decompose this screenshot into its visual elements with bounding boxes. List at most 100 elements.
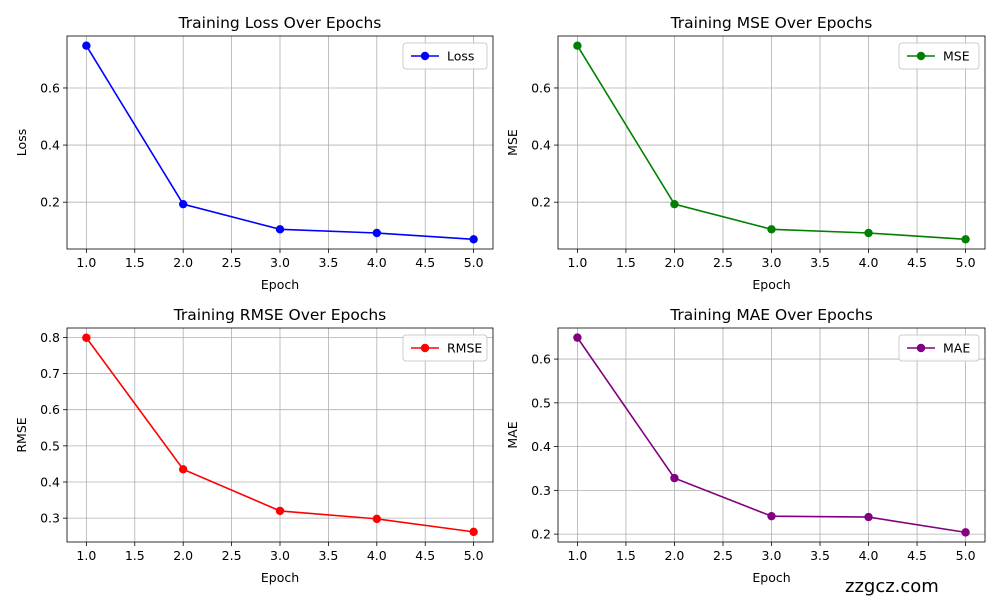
legend-marker [420,51,430,61]
x-tick-label: 3.0 [270,255,290,270]
subplot-rmse: 1.0 1.5 2.0 2.5 3.0 3.5 4.0 4.5 5.0 0.3 0.4 0.5 0.6 0… [14,306,494,585]
data-point [275,506,285,516]
y-axis-label: RMSE [14,417,29,452]
data-point [573,41,582,50]
data-point [82,41,91,50]
x-tick-label: 1.5 [616,548,636,563]
x-tick-label: 1.0 [567,255,587,270]
data-point [372,514,382,524]
x-tick-label: 3.0 [762,255,782,270]
data-point [178,465,188,474]
axes-frame [66,35,494,250]
y-tick-label: 0.4 [40,474,60,489]
x-tick-label: 1.0 [76,548,96,563]
x-tick-label: 3.5 [810,255,830,270]
x-tick-label: 4.5 [907,255,927,270]
x-tick-label: 1.5 [125,548,145,563]
x-tick-label: 4.5 [415,548,435,563]
x-axis-label: Epoch [752,570,790,585]
chart-title: Training RMSE Over Epochs [173,306,387,324]
x-tick-label: 1.0 [76,255,96,270]
x-tick-label: 2.5 [222,548,242,563]
x-tick-label: 3.5 [318,255,338,270]
axes-frame [66,327,494,543]
data-point [767,225,776,234]
x-tick-label: 2.5 [713,548,733,563]
x-tick-label: 4.0 [859,548,879,563]
watermark-text: zzgcz.com [843,576,941,597]
data-point [82,333,91,342]
legend: RMSE [402,334,488,362]
x-tick-label: 3.5 [810,548,830,563]
x-tick-label: 5.0 [464,548,484,563]
chart-title: Training MSE Over Epochs [670,14,873,32]
y-tick-label: 0.4 [531,138,551,153]
data-point [864,512,873,522]
legend-marker [916,343,926,353]
legend-box [402,42,488,70]
axes-frame [557,327,986,543]
x-tick-label: 3.0 [762,548,782,563]
data-point [469,235,478,244]
data-point [469,527,478,537]
y-tick-label: 0.6 [40,80,60,95]
y-axis-label: MAE [505,421,520,448]
x-tick-label: 2.0 [665,255,685,270]
x-axis-label: Epoch [261,277,299,292]
x-axis-label: Epoch [752,277,790,292]
x-tick-label: 1.0 [567,548,587,563]
y-tick-label: 0.4 [40,138,60,153]
legend-box [898,42,980,70]
legend: MSE [898,42,980,70]
data-point [670,199,679,209]
legend-marker [420,343,430,353]
subplot-mse: 1.0 1.5 2.0 2.5 3.0 3.5 4.0 4.5 5.0 0.2 0.4 0.6 Trai… [505,14,986,292]
legend-box [402,334,488,362]
subplot-mae: 1.0 1.5 2.0 2.5 3.0 3.5 4.0 4.5 5.0 0.2 0.3 0.4 0.5 0… [505,306,986,585]
chart-title: Training Loss Over Epochs [178,14,382,32]
y-tick-label: 0.8 [40,330,60,345]
y-tick-label: 0.2 [531,195,551,210]
data-point [961,528,970,537]
legend-marker [916,51,926,61]
x-tick-label: 3.5 [318,548,338,563]
x-tick-label: 2.0 [173,255,193,270]
data-point [573,333,582,342]
legend: MAE [898,334,980,362]
x-tick-label: 2.0 [173,548,193,563]
y-tick-label: 0.5 [531,395,551,410]
x-tick-label: 4.0 [859,255,879,270]
x-tick-label: 5.0 [956,255,976,270]
y-tick-label: 0.6 [531,80,551,95]
legend-box [898,334,980,362]
y-tick-label: 0.5 [40,438,60,453]
x-tick-label: 1.5 [125,255,145,270]
y-axis-label: Loss [14,129,29,156]
x-tick-label: 4.5 [415,255,435,270]
subplot-loss: 1.0 1.5 2.0 2.5 3.0 3.5 4.0 4.5 5.0 0.2 0.4 0.6 Trai… [14,14,494,292]
axes-frame [557,35,986,250]
x-tick-label: 5.0 [464,255,484,270]
y-tick-label: 0.2 [531,527,551,542]
x-tick-label: 1.5 [616,255,636,270]
legend: Loss [402,42,488,70]
data-point [961,235,970,244]
x-tick-label: 4.0 [367,548,387,563]
data-point [670,473,679,483]
y-tick-label: 0.3 [40,511,60,526]
data-point [178,199,188,209]
chart-title: Training MAE Over Epochs [669,306,873,324]
x-tick-label: 2.0 [665,548,685,563]
x-tick-label: 2.5 [713,255,733,270]
data-point [864,228,873,238]
data-point [767,511,776,521]
y-axis-label: MSE [505,129,520,156]
legend-label: MSE [943,49,970,64]
x-tick-label: 4.5 [907,548,927,563]
y-tick-label: 0.3 [531,483,551,498]
x-axis-label: Epoch [261,570,299,585]
y-tick-label: 0.2 [40,195,60,210]
legend-label: Loss [447,49,474,64]
x-tick-label: 2.5 [222,255,242,270]
